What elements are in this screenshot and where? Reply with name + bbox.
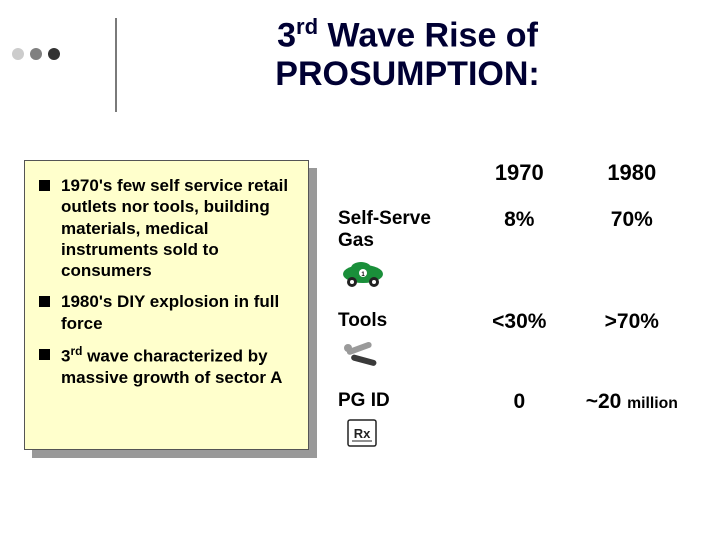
cell-pgid-1980: ~20 million	[564, 380, 700, 460]
table-header-row: 1970 1980	[330, 150, 700, 198]
accent-rule	[115, 18, 117, 112]
dot-3	[48, 48, 60, 60]
row-label-text: PG ID	[338, 390, 390, 411]
bullet-list: 1970's few self service retail outlets n…	[39, 175, 294, 388]
slide-title: 3rd Wave Rise of PROSUMPTION:	[155, 14, 660, 95]
cell-tools-1980: >70%	[564, 300, 700, 380]
data-table: 1970 1980 Self-Serve Gas	[330, 150, 700, 460]
car-icon: 1	[338, 256, 388, 290]
row-label-text: Tools	[338, 310, 387, 331]
cell-pgid-1970: 0	[475, 380, 564, 460]
body-box: 1970's few self service retail outlets n…	[24, 160, 309, 450]
bullet-1: 1970's few self service retail outlets n…	[39, 175, 294, 281]
table-row: PG ID Rx 0 ~20 million	[330, 380, 700, 460]
cell-gas-1970: 8%	[475, 198, 564, 300]
dot-1	[12, 48, 24, 60]
accent-dots	[12, 48, 60, 60]
tools-icon	[338, 336, 388, 370]
row-label-tools: Tools	[330, 300, 475, 380]
cell-gas-1980: 70%	[564, 198, 700, 300]
table-row: Tools <30% >70%	[330, 300, 700, 380]
row-label-gas: Self-Serve Gas 1	[330, 198, 475, 300]
title-area: 3rd Wave Rise of PROSUMPTION:	[155, 14, 660, 95]
col-1970: 1970	[475, 150, 564, 198]
row-label-pgid: PG ID Rx	[330, 380, 475, 460]
bullet-2: 1980's DIY explosion in full force	[39, 291, 294, 334]
bullet-3: 3rd wave characterized by massive growth…	[39, 344, 294, 388]
rx-icon: Rx	[338, 416, 388, 450]
row-label-text: Self-Serve Gas	[338, 208, 431, 251]
svg-text:Rx: Rx	[354, 426, 371, 441]
col-1980: 1980	[564, 150, 700, 198]
dot-2	[30, 48, 42, 60]
cell-tools-1970: <30%	[475, 300, 564, 380]
table-row: Self-Serve Gas 1	[330, 198, 700, 300]
col-blank	[330, 150, 475, 198]
slide: 3rd Wave Rise of PROSUMPTION: 1970's few…	[0, 0, 720, 540]
